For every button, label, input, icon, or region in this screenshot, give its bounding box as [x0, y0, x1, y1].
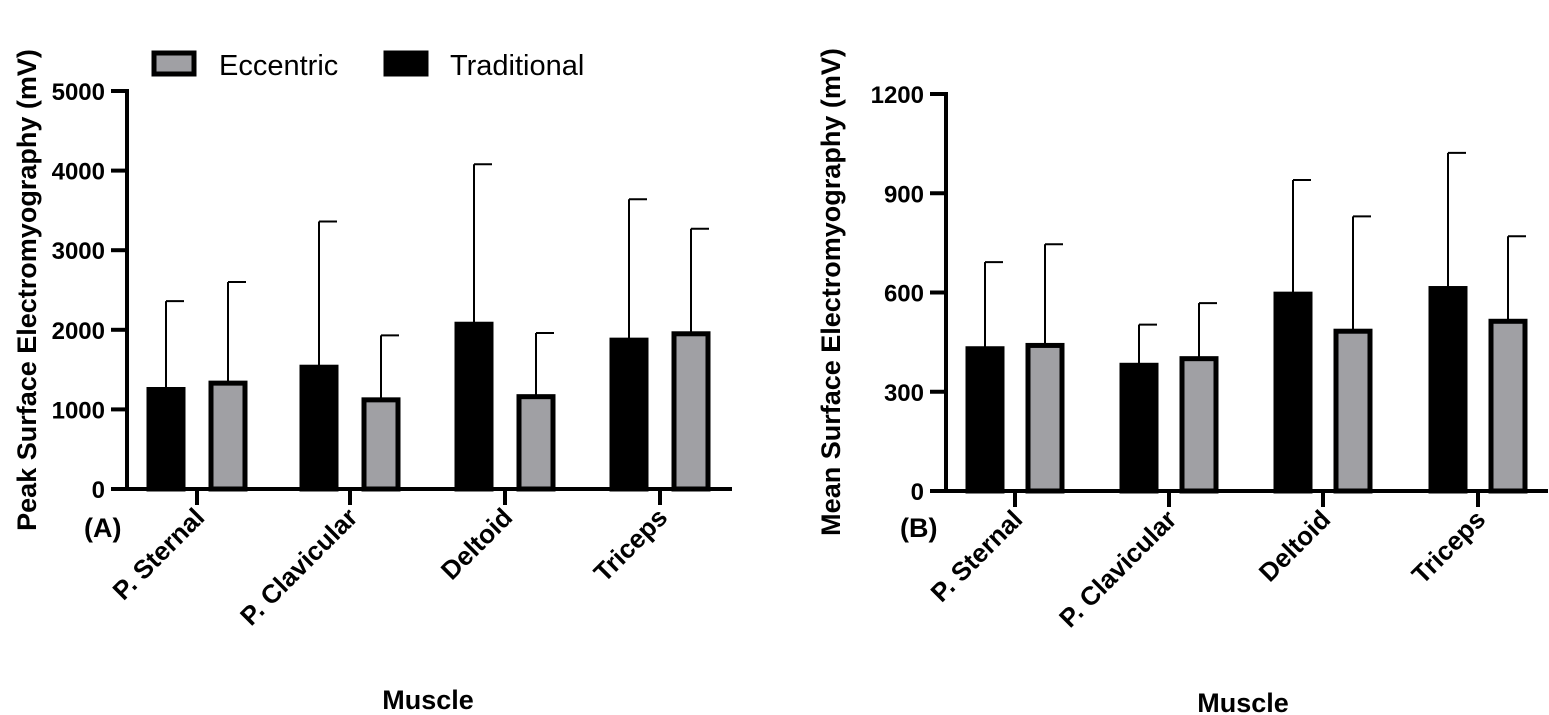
panel-b-eccentric-bar [1025, 342, 1065, 494]
legend-traditional-label: Traditional [450, 50, 584, 82]
panel-b-y-tick-label: 1200 [871, 82, 924, 109]
panel-a-y-tick-label: 0 [92, 477, 105, 504]
legend-traditional-swatch [383, 50, 429, 77]
panel-a-eccentric-bar [671, 331, 711, 492]
panel-b-eccentric-bar [1333, 328, 1373, 494]
panel-a-label: (A) [84, 513, 121, 543]
panel-b-traditional-bar [965, 346, 1005, 494]
panel-a-y-axis-title: Peak Surface Electromyography (mV) [12, 49, 42, 531]
legend-eccentric-swatch [151, 50, 197, 77]
panel-a-category-label: P. Sternal [107, 502, 211, 606]
panel-a-y-tick-label: 2000 [52, 318, 105, 345]
panel-a-y-tick-label: 5000 [52, 79, 105, 106]
panel-a-category-label: Deltoid [435, 502, 519, 586]
panel-a-y-tick-label: 3000 [52, 238, 105, 265]
panel-b-category-label: P. Sternal [925, 504, 1029, 608]
panel-a-traditional-bar [609, 337, 649, 492]
panel-a-category-label: Triceps [588, 502, 674, 588]
panel-a-traditional-bar [454, 321, 494, 492]
panel-a-x-axis-title: Muscle [382, 685, 474, 715]
panel-a-eccentric-bar [516, 394, 556, 492]
panel-a-chart: (A) Peak Surface Electromyography (mV) M… [12, 49, 732, 715]
panel-b-x-axis-title: Muscle [1197, 688, 1289, 715]
panel-b-y-tick-label: 300 [884, 380, 924, 407]
panel-b-eccentric-bar [1488, 318, 1528, 494]
panel-b-y-tick-label: 600 [884, 281, 924, 308]
panel-b-chart: (B) Mean Surface Electromyography (mV) M… [816, 48, 1548, 715]
panel-b-y-tick-label: 900 [884, 181, 924, 208]
panel-a-y-tick-label: 1000 [52, 397, 105, 424]
legend-eccentric-label: Eccentric [219, 50, 338, 82]
panel-a-traditional-bar [299, 364, 339, 492]
panel-b-y-tick-label: 0 [911, 479, 924, 506]
panel-b-label: (B) [900, 513, 937, 543]
panel-a-eccentric-bar [208, 380, 248, 492]
panel-a-eccentric-bar [361, 397, 401, 492]
panel-a-y-tick-label: 4000 [52, 159, 105, 186]
legend: Eccentric Traditional [151, 50, 584, 82]
panel-b-traditional-bar [1273, 291, 1313, 494]
panel-b-category-label: P. Clavicular [1053, 504, 1182, 633]
panel-b-category-label: Triceps [1406, 504, 1492, 590]
panel-a-category-label: P. Clavicular [234, 502, 363, 631]
panel-b-y-axis-title: Mean Surface Electromyography (mV) [816, 48, 846, 536]
panel-b-category-label: Deltoid [1253, 504, 1337, 588]
panel-b-traditional-bar [1119, 362, 1159, 494]
panel-b-traditional-bar [1428, 286, 1468, 494]
panel-b-eccentric-bar [1179, 356, 1219, 494]
panel-a-traditional-bar [146, 387, 186, 492]
